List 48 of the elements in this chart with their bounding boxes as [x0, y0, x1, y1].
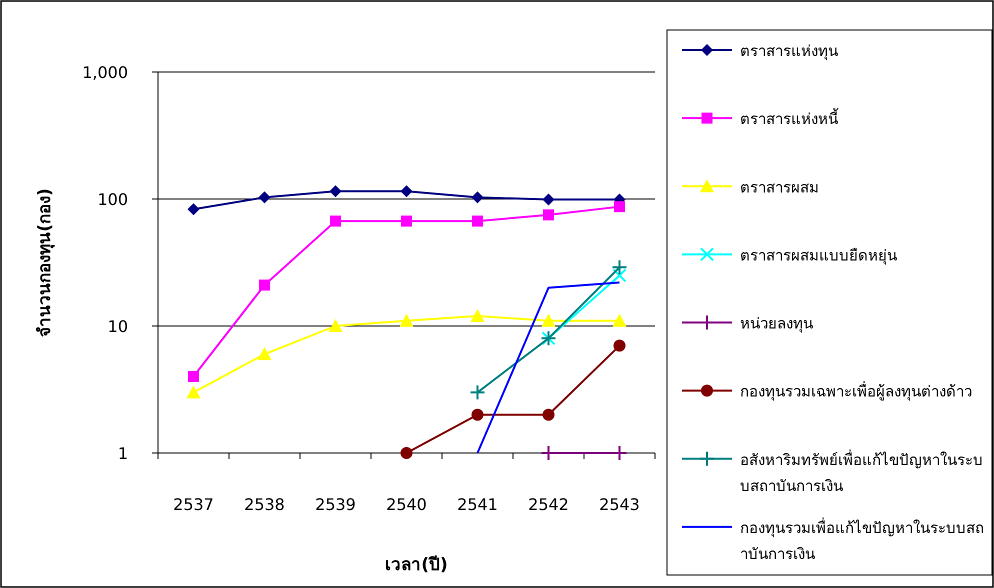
point — [614, 201, 625, 212]
point — [400, 185, 412, 198]
point — [400, 447, 412, 459]
y-tick-label: 1,000 — [82, 63, 128, 82]
point — [543, 209, 554, 220]
point — [542, 314, 556, 327]
x-tick-label: 2542 — [528, 495, 569, 514]
legend-label: กองทุนรวมเฉพาะเพื่อผู้ลงทุนต่างด้าว — [740, 380, 972, 402]
x-tick-label: 2537 — [173, 495, 214, 514]
x-tick-label: 2541 — [457, 495, 498, 514]
legend-label: หน่วยลงทุน — [740, 314, 813, 334]
point — [330, 185, 342, 198]
legend-label: ตราสารแห่งทุน — [740, 42, 838, 61]
point — [188, 203, 200, 216]
point — [470, 384, 486, 400]
point — [401, 216, 412, 227]
y-tick-label: 10 — [108, 317, 128, 336]
legend-label: อสังหาริมทรัพย์เพื่อแก้ไขปัญหาในระบบสถาบันการเงิน — [740, 448, 983, 495]
point — [472, 216, 483, 227]
point — [258, 191, 270, 204]
point — [186, 385, 200, 398]
point — [400, 314, 414, 327]
point — [612, 268, 626, 282]
y-tick-label: 1 — [118, 444, 128, 463]
point — [330, 216, 341, 227]
point — [472, 191, 484, 204]
point — [542, 408, 554, 421]
legend-label: ตราสารแห่งหนี้ — [740, 108, 839, 128]
point — [470, 308, 484, 322]
point — [612, 259, 628, 276]
legend-label: ตราสารผสม — [740, 178, 819, 196]
point — [542, 194, 554, 206]
point — [258, 347, 272, 360]
x-tick-label: 2540 — [386, 495, 427, 514]
point — [188, 371, 199, 382]
legend-label: ตราสารผสมแบบยืดหยุ่น — [740, 246, 897, 266]
x-tick-label: 2539 — [315, 495, 356, 514]
x-axis-title: เวลา(ปี) — [385, 554, 448, 575]
x-tick-label: 2538 — [244, 495, 285, 514]
y-tick-label: 100 — [97, 190, 128, 209]
point — [612, 314, 626, 327]
point — [328, 319, 342, 332]
y-axis-title: จำนวนกองทุน(กอง) — [35, 188, 55, 337]
point — [472, 408, 484, 421]
legend-label: กองทุนรวมเพื่อแก้ไขปัญหาในระบบสถาบันการเงิน — [740, 516, 984, 563]
point — [259, 280, 270, 291]
point — [614, 340, 626, 352]
x-tick-label: 2543 — [599, 495, 640, 514]
